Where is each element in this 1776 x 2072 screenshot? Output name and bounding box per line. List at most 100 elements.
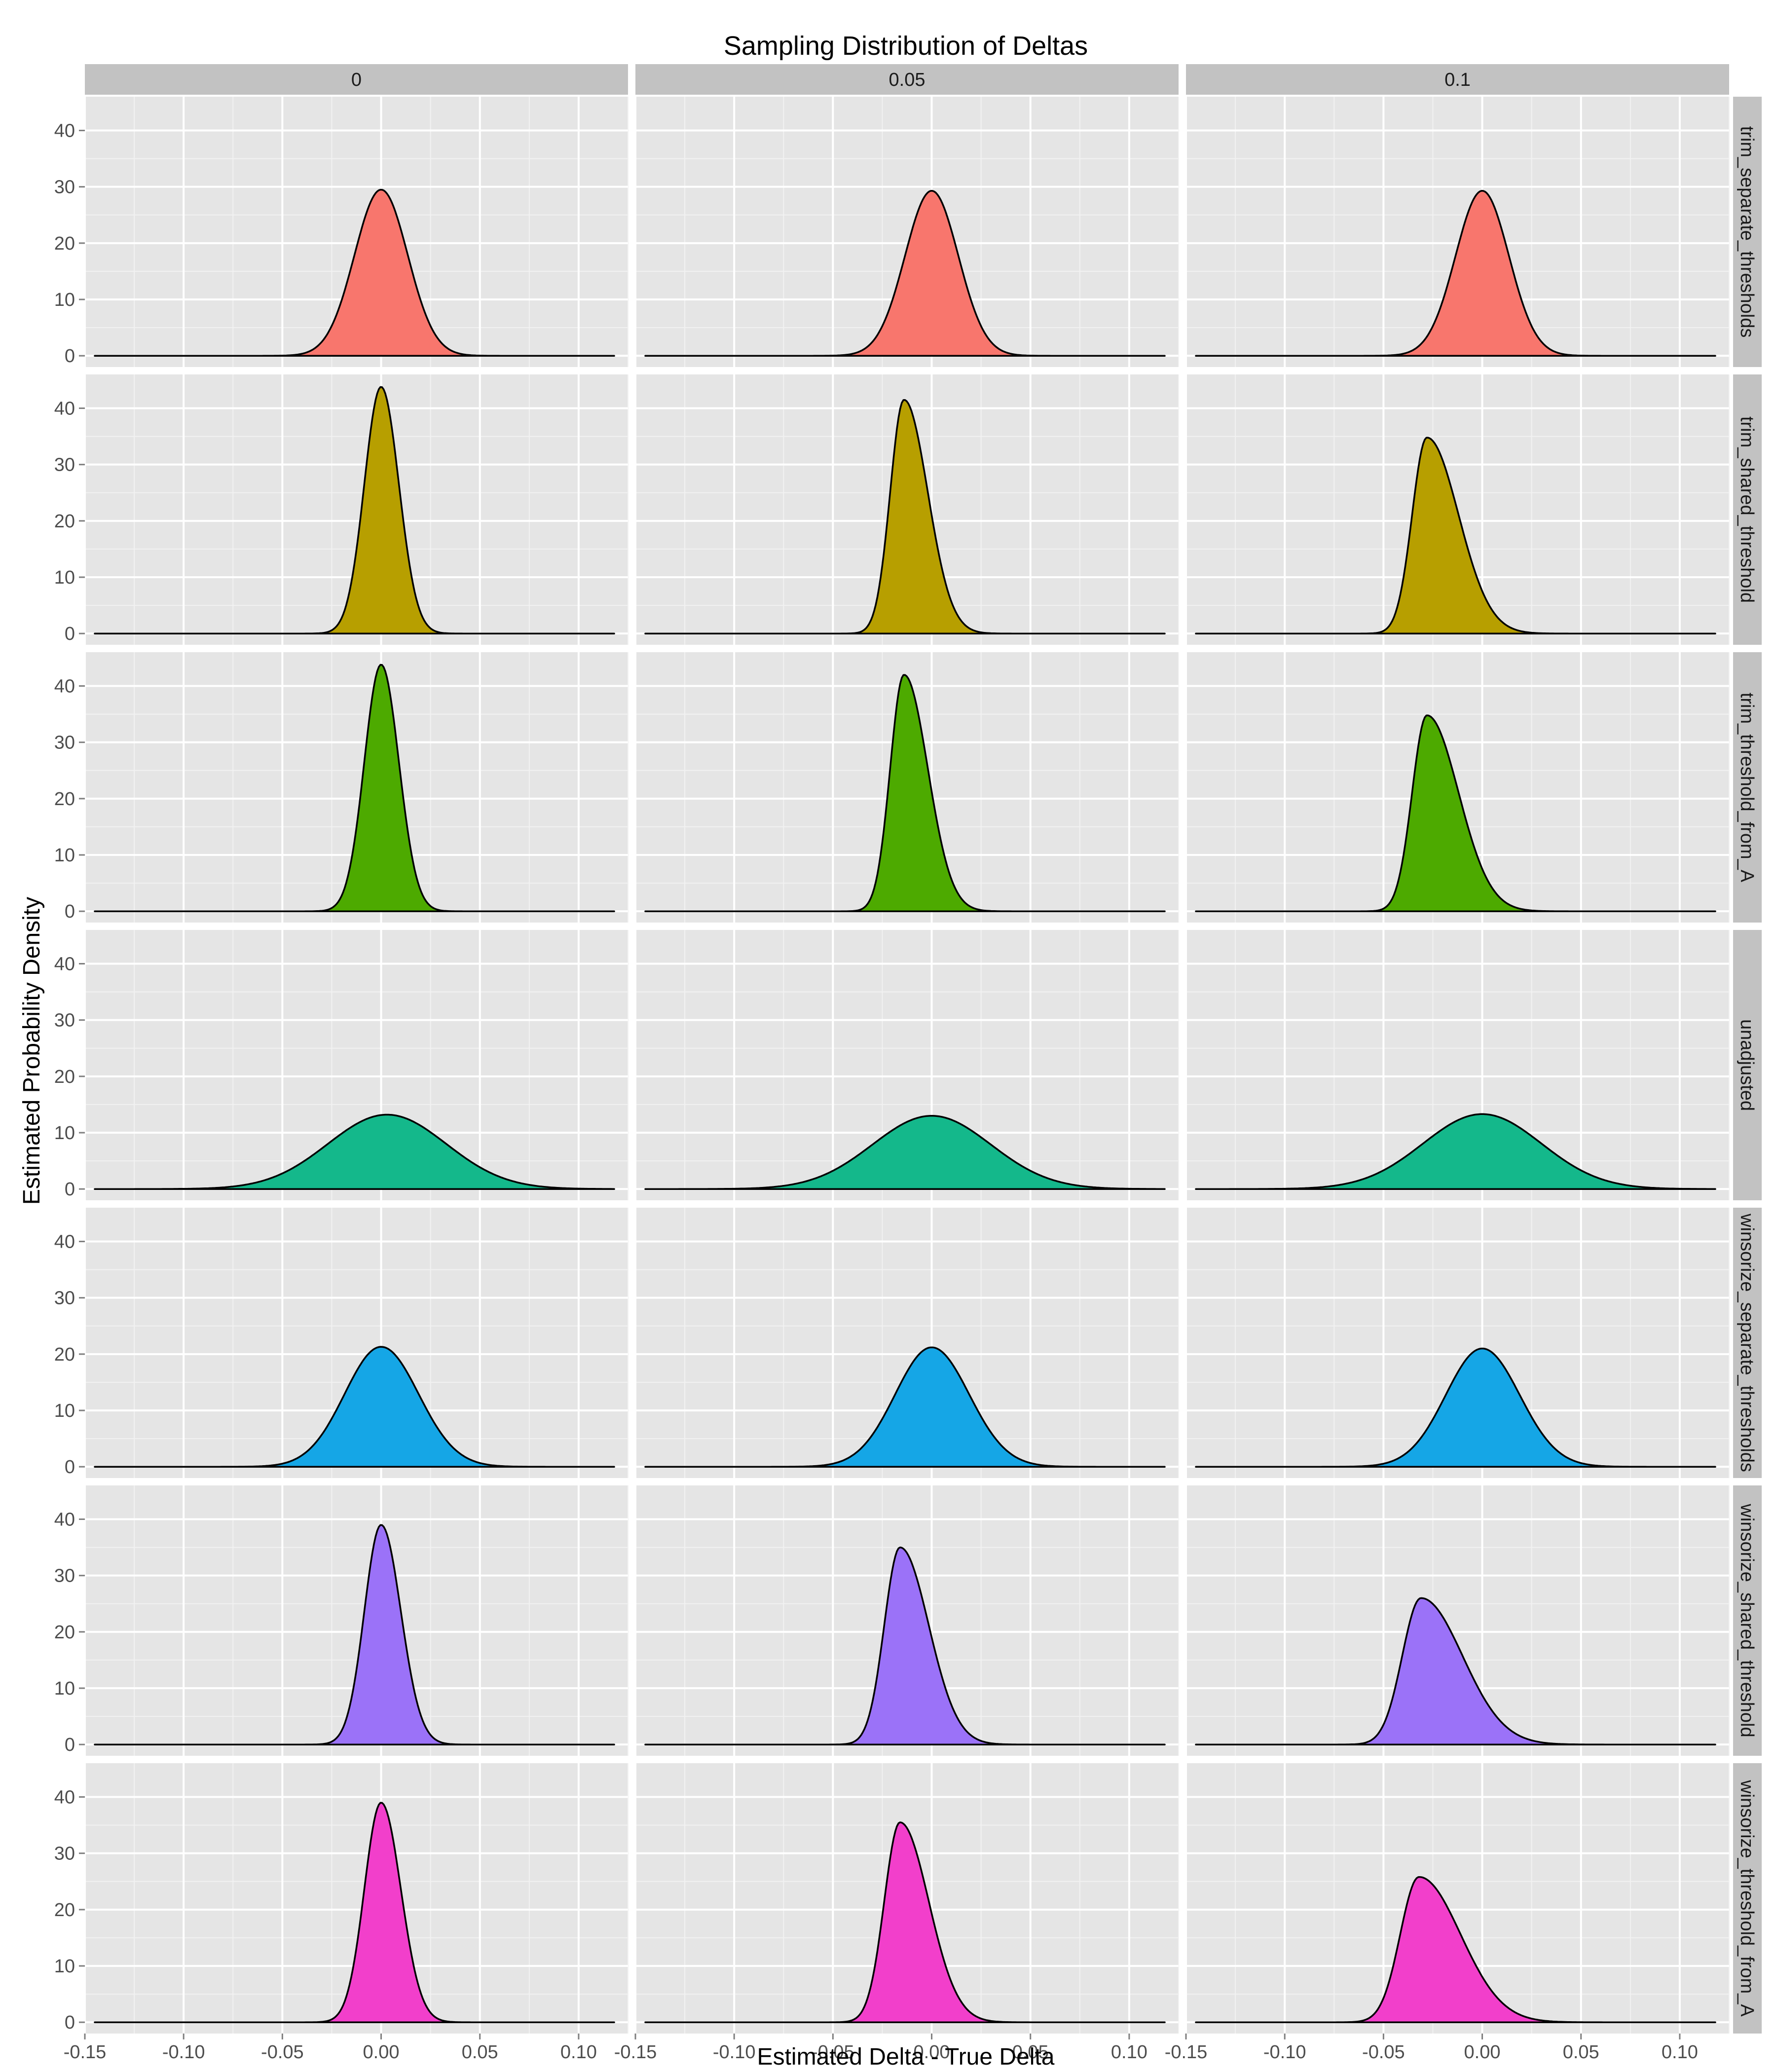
- row-strip-label: winsorize_threshold_from_A: [1737, 1779, 1757, 2017]
- y-tick-label: 40: [54, 1232, 75, 1253]
- density-area-winsorize_threshold_from_A: [1195, 1876, 1716, 2023]
- y-tick-label: 10: [54, 1401, 75, 1421]
- row-strip: [1733, 1485, 1762, 1756]
- panel: [1185, 374, 1730, 645]
- x-tick-label: -0.10: [162, 2042, 205, 2063]
- y-tick-label: 0: [65, 2012, 75, 2033]
- panel: [634, 1763, 1179, 2034]
- x-tick-label: -0.10: [1263, 2042, 1306, 2063]
- density-area-winsorize_threshold_from_A: [644, 1821, 1166, 2023]
- panel: [634, 97, 1179, 367]
- panel: [634, 1208, 1179, 1478]
- y-tick-label: 20: [54, 511, 75, 532]
- density-area-unadjusted: [94, 1113, 615, 1190]
- column-strip: [635, 64, 1179, 95]
- y-tick-label: 30: [54, 733, 75, 753]
- x-tick-label: 0.00: [1464, 2042, 1501, 2063]
- y-tick-label: 20: [54, 1622, 75, 1643]
- x-tick-label: -0.15: [1165, 2042, 1208, 2063]
- panel: [84, 1763, 629, 2034]
- column-strip: [85, 64, 628, 95]
- panel: [84, 374, 629, 645]
- density-area-winsorize_shared_threshold: [94, 1524, 615, 1745]
- panel: [84, 1485, 629, 1756]
- row-strip-label: trim_shared_threshold: [1737, 416, 1757, 603]
- x-tick-label: -0.05: [1362, 2042, 1405, 2063]
- y-tick-label: 30: [54, 1566, 75, 1587]
- y-tick-label: 30: [54, 1844, 75, 1864]
- y-tick-label: 20: [54, 1900, 75, 1921]
- x-tick-label: -0.05: [812, 2042, 854, 2063]
- row-strip: [1733, 652, 1762, 923]
- panel: [1185, 1485, 1730, 1756]
- panel: [1185, 97, 1730, 367]
- density-area-trim_separate_thresholds: [644, 190, 1166, 357]
- y-tick-label: 40: [54, 954, 75, 975]
- y-axis-label: Estimated Probability Density: [19, 897, 45, 1205]
- density-area-trim_threshold_from_A: [1195, 714, 1716, 912]
- y-tick-label: 10: [54, 1678, 75, 1699]
- panel: [634, 930, 1179, 1200]
- x-tick-label: -0.15: [64, 2042, 107, 2063]
- y-tick-label: 10: [54, 1956, 75, 1977]
- column-strip-label: 0: [351, 70, 362, 90]
- row-strip-label: trim_separate_thresholds: [1737, 126, 1757, 338]
- density-area-trim_threshold_from_A: [644, 674, 1166, 912]
- row-strip-label: winsorize_shared_threshold: [1737, 1503, 1757, 1737]
- y-tick-label: 0: [65, 624, 75, 644]
- density-area-winsorize_separate_thresholds: [94, 1346, 615, 1468]
- x-tick-label: 0.05: [1563, 2042, 1599, 2063]
- x-tick-label: 0.00: [363, 2042, 400, 2063]
- x-tick-label: 0.10: [1111, 2042, 1147, 2063]
- y-tick-label: 0: [65, 1735, 75, 1755]
- column-strip-label: 0.05: [889, 70, 925, 90]
- y-tick-label: 20: [54, 1344, 75, 1365]
- row-strip: [1733, 1763, 1762, 2034]
- y-tick-label: 10: [54, 567, 75, 588]
- panel: [84, 930, 629, 1200]
- row-strip: [1733, 97, 1762, 367]
- density-area-trim_threshold_from_A: [94, 664, 615, 912]
- x-axis-label: Estimated Delta - True Delta: [757, 2044, 1055, 2070]
- density-area-trim_shared_threshold: [94, 386, 615, 634]
- panel: [84, 1208, 629, 1478]
- y-tick-label: 0: [65, 346, 75, 367]
- x-tick-label: 0.00: [914, 2042, 950, 2063]
- row-strip: [1733, 1208, 1762, 1478]
- density-area-unadjusted: [1195, 1113, 1716, 1190]
- y-tick-label: 20: [54, 1067, 75, 1087]
- panel-grid: [84, 97, 1730, 2034]
- row-strip-label: winsorize_separate_thresholds: [1737, 1213, 1757, 1472]
- x-tick-label: 0.05: [1012, 2042, 1049, 2063]
- y-tick-label: 0: [65, 1179, 75, 1200]
- density-area-trim_separate_thresholds: [1195, 190, 1716, 357]
- density-area-winsorize_shared_threshold: [1195, 1597, 1716, 1745]
- y-axis: 0 10 20 30 40 0 10 20 30 40 0 10 20 30 40 0 10 20 30 40 0 10 2…: [54, 121, 85, 2033]
- y-tick-label: 30: [54, 1288, 75, 1309]
- x-tick-label: 0.10: [1662, 2042, 1698, 2063]
- y-tick-label: 40: [54, 1787, 75, 1808]
- y-tick-label: 0: [65, 901, 75, 922]
- x-tick-label: 0.10: [560, 2042, 597, 2063]
- column-facet-headers: 0 0.05 0.1: [85, 64, 1729, 95]
- density-area-winsorize_threshold_from_A: [94, 1802, 615, 2023]
- x-tick-label: 0.05: [462, 2042, 498, 2063]
- y-tick-label: 30: [54, 455, 75, 476]
- y-tick-label: 30: [54, 1010, 75, 1031]
- y-tick-label: 10: [54, 290, 75, 310]
- density-area-trim_shared_threshold: [644, 399, 1166, 634]
- y-tick-label: 0: [65, 1457, 75, 1478]
- row-strip: [1733, 374, 1762, 645]
- density-area-winsorize_shared_threshold: [644, 1546, 1166, 1745]
- density-area-winsorize_separate_thresholds: [644, 1346, 1166, 1468]
- y-tick-label: 40: [54, 121, 75, 142]
- density-area-trim_shared_threshold: [1195, 437, 1716, 634]
- y-tick-label: 40: [54, 399, 75, 419]
- y-tick-label: 30: [54, 177, 75, 198]
- x-tick-label: -0.10: [713, 2042, 756, 2063]
- panel: [634, 652, 1179, 923]
- panel: [1185, 930, 1730, 1200]
- panel: [1185, 652, 1730, 923]
- row-strip-label: trim_threshold_from_A: [1737, 693, 1757, 883]
